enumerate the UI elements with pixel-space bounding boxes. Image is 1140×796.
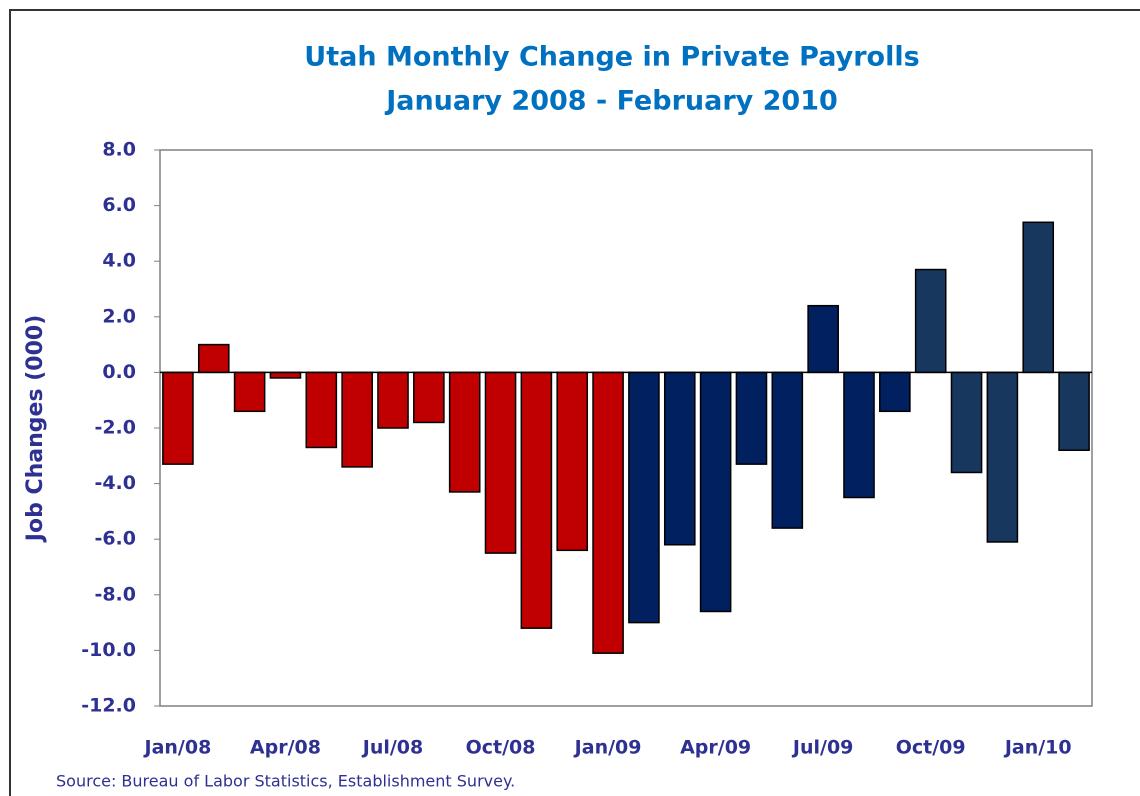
x-tick-label: Oct/08 [466, 737, 536, 759]
x-tick-label: Jul/09 [791, 737, 854, 759]
frame [9, 9, 1140, 796]
y-tick-label: 6.0 [102, 194, 136, 216]
bar [592, 371, 624, 654]
bar [484, 371, 517, 554]
y-tick-label: -8.0 [94, 583, 136, 605]
bar [663, 371, 696, 546]
x-tick-label: Apr/09 [680, 737, 751, 759]
bar [699, 371, 732, 613]
chart-subtitle: January 2008 - February 2010 [384, 86, 838, 117]
y-tick-label: -10.0 [81, 639, 136, 661]
y-tick-label: -2.0 [94, 417, 136, 439]
y-tick-label: 8.0 [102, 139, 136, 161]
y-tick-label: 0.0 [102, 361, 136, 383]
bar [197, 343, 230, 374]
y-tick-label: 4.0 [102, 250, 136, 272]
chart-title: Utah Monthly Change in Private Payrolls [304, 42, 919, 73]
bar [305, 371, 338, 449]
bar [162, 371, 194, 465]
bar [448, 371, 481, 493]
source-note: Source: Bureau of Labor Statistics, Esta… [56, 772, 515, 791]
x-tick-label: Jan/08 [143, 737, 212, 759]
bar [520, 371, 553, 629]
bar [413, 371, 445, 424]
bar [843, 371, 875, 499]
y-tick-label: -12.0 [81, 695, 136, 717]
y-tick-label: 2.0 [102, 305, 136, 327]
x-tick-label: Apr/08 [250, 737, 321, 759]
bar [377, 371, 409, 429]
x-tick-label: Jul/08 [361, 737, 424, 759]
bar [1022, 221, 1055, 374]
x-tick-label: Jan/09 [573, 737, 642, 759]
bar [233, 371, 266, 413]
bar [986, 371, 1019, 543]
bar [735, 371, 768, 465]
bar [879, 371, 911, 413]
bar [1058, 371, 1090, 451]
bar [914, 268, 947, 374]
bar [341, 371, 373, 468]
bar [807, 304, 839, 374]
x-tick-label: Oct/09 [896, 737, 966, 759]
y-axis-label: Job Changes (000) [23, 315, 48, 543]
bar [950, 371, 983, 474]
y-tick-label: -6.0 [94, 528, 136, 550]
bar [628, 371, 660, 624]
y-tick-label: -4.0 [94, 472, 136, 494]
bar [556, 371, 589, 552]
x-tick-label: Jan/10 [1003, 737, 1072, 759]
bar [269, 371, 302, 379]
bar [771, 371, 804, 529]
